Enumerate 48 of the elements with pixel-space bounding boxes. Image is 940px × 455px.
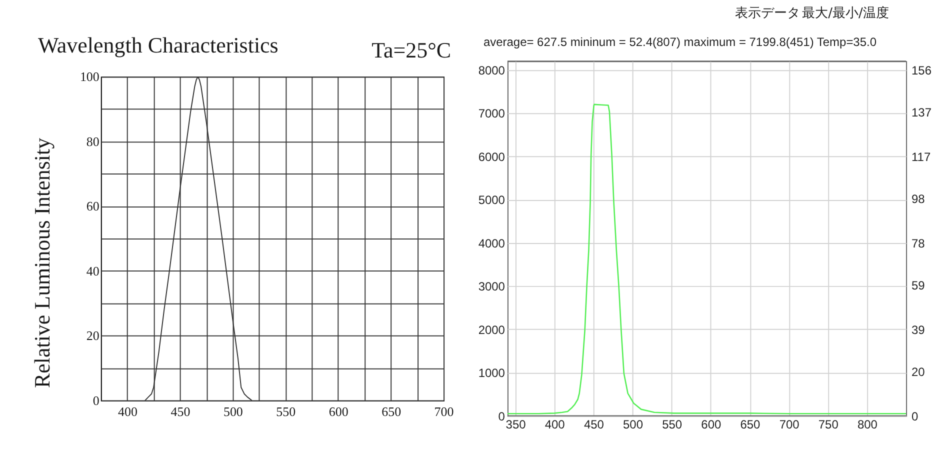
- y2-tick-label: 20: [912, 364, 926, 379]
- y-tick-label: 2000: [478, 322, 506, 337]
- y2-tick-label: 137: [912, 106, 932, 120]
- y-tick-label: 4000: [478, 236, 506, 250]
- y-tick-label: 40: [86, 263, 100, 278]
- y2-tick-label: 59: [912, 278, 926, 293]
- y2-tick-label: 39: [912, 322, 926, 337]
- y-tick-label: 3000: [478, 280, 506, 294]
- y-tick-label: 20: [86, 328, 100, 344]
- x-tick-label: 600: [328, 404, 348, 419]
- y2-tick-label: 98: [912, 192, 926, 206]
- x-tick-label: 550: [662, 417, 682, 432]
- text: 最大/最小/温度: [802, 5, 889, 22]
- x-tick-label: 700: [779, 417, 800, 432]
- x-tick-label: 550: [276, 404, 296, 419]
- y2-tick-label: 156: [912, 64, 932, 78]
- x-tick-label: 500: [223, 404, 243, 419]
- line-series: [507, 104, 906, 414]
- x-tick-label: 650: [740, 417, 761, 432]
- y-tick-label: 0: [498, 409, 506, 424]
- x-tick-label: 750: [818, 417, 839, 432]
- x-tick-label: 800: [857, 417, 878, 432]
- x-tick-label: 700: [434, 404, 454, 419]
- y-tick-label: 0: [92, 392, 100, 408]
- y2-tick-label: 78: [912, 236, 926, 250]
- x-tick-label: 450: [584, 417, 604, 432]
- text: Ta=25°C: [372, 38, 452, 63]
- x-tick-label: 400: [544, 417, 566, 432]
- text: 表示データ: [735, 6, 800, 22]
- x-tick-label: 650: [382, 404, 402, 419]
- y-tick-label: 60: [86, 198, 100, 214]
- y-tick-label: 80: [86, 134, 100, 149]
- text: average= 627.5 mininum = 52.4(807) maximum = 7199.8(451) Temp=35.0: [483, 35, 877, 50]
- y-tick-label: 7000: [478, 106, 506, 121]
- y-tick-label: 5000: [478, 193, 506, 208]
- x-tick-label: 400: [118, 404, 138, 419]
- y-tick-label: 1000: [478, 366, 506, 380]
- x-tick-label: 500: [623, 417, 644, 432]
- y-tick-label: 8000: [478, 63, 506, 78]
- chart-title: Wavelength Characteristics: [38, 32, 278, 58]
- x-tick-label: 600: [701, 417, 722, 432]
- y-axis-title: Relative Luminous Intensity: [29, 138, 54, 388]
- y2-tick-label: 0: [912, 409, 919, 424]
- y-tick-label: 100: [80, 69, 100, 84]
- y-tick-label: 6000: [478, 150, 506, 164]
- x-tick-label: 450: [170, 404, 190, 419]
- x-tick-label: 350: [506, 417, 526, 432]
- y2-tick-label: 117: [912, 150, 931, 164]
